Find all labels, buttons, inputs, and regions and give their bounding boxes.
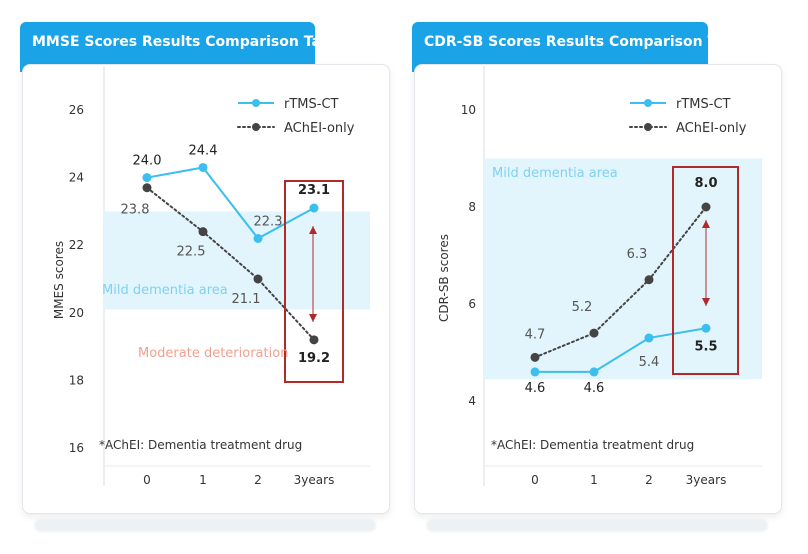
- data-label: 4.7: [525, 327, 546, 342]
- data-label: 23.1: [298, 183, 330, 198]
- moderate-deterioration-label: Moderate deterioration: [138, 346, 288, 361]
- x-tick-label: 3years: [294, 473, 335, 487]
- highlight-box: [284, 180, 344, 383]
- x-tick-label: 0: [143, 473, 151, 487]
- data-point: [644, 275, 654, 285]
- mmse-panel-title: MMSE Scores Results Comparison Table: [20, 22, 345, 72]
- y-tick-label: 8: [468, 200, 476, 214]
- y-axis-title: MMES scores: [52, 241, 66, 319]
- mild-dementia-label: Mild dementia area: [492, 166, 618, 181]
- x-tick-label: 2: [254, 473, 262, 487]
- data-label: 24.4: [189, 143, 218, 158]
- mmse-chart: Mild dementia area 16 18 20 22 24 26 0 1 2 3years M…: [52, 66, 370, 487]
- y-tick-label: 26: [69, 103, 84, 117]
- data-point: [589, 328, 599, 338]
- y-tick-label: 24: [69, 171, 84, 185]
- data-point: [253, 233, 263, 243]
- legend-label: rTMS-CT: [284, 97, 339, 112]
- data-label: 22.3: [254, 214, 283, 229]
- data-point: [644, 333, 654, 343]
- data-label: 5.2: [572, 300, 593, 315]
- y-tick-label: 20: [69, 306, 84, 320]
- arrow-up-head: [702, 220, 710, 228]
- cdrsb-panel-title: CDR-SB Scores Results Comparison Table: [412, 22, 749, 72]
- data-label: 5.5: [694, 339, 717, 354]
- mild-dementia-label: Mild dementia area: [102, 283, 228, 298]
- y-tick-label: 16: [69, 441, 84, 455]
- data-point: [309, 335, 319, 345]
- data-label: 4.6: [584, 381, 605, 396]
- legend-marker: [252, 99, 260, 107]
- legend-label: AChEI-only: [676, 121, 747, 136]
- data-label: 19.2: [298, 351, 330, 366]
- data-point: [198, 162, 208, 172]
- x-tick-label: 1: [199, 473, 207, 487]
- series-line-rtms-ct: [535, 327, 707, 373]
- footnote: *AChEI: Dementia treatment drug: [491, 438, 694, 452]
- legend-marker: [644, 99, 652, 107]
- highlight-box: [672, 166, 739, 375]
- x-tick-label: 1: [590, 473, 598, 487]
- data-point: [530, 352, 540, 362]
- y-tick-label: 4: [468, 394, 476, 408]
- legend-label: AChEI-only: [284, 121, 355, 136]
- data-point: [589, 367, 599, 377]
- cdrsb-chart: Mild dementia area 4 6 8 10 0 1 2 3years CDR-SB s…: [437, 66, 762, 487]
- data-label: 6.3: [627, 247, 648, 262]
- arrow-up-head: [309, 226, 317, 234]
- x-tick-label: 2: [645, 473, 653, 487]
- data-label: 8.0: [694, 176, 717, 191]
- y-tick-label: 10: [461, 103, 476, 117]
- series-line-achei-only: [534, 206, 707, 359]
- legend-marker: [252, 123, 260, 131]
- data-label: 4.6: [525, 381, 546, 396]
- data-point: [142, 173, 152, 183]
- cdrsb-panel: CDR-SB Scores Results Comparison Table M…: [412, 0, 782, 554]
- mmse-card-shadow: [34, 518, 376, 532]
- arrow-down-head: [309, 314, 317, 322]
- y-tick-label: 6: [468, 297, 476, 311]
- data-label: 5.4: [639, 355, 660, 370]
- data-label: 21.1: [232, 292, 261, 307]
- y-axis-title: CDR-SB scores: [437, 234, 451, 322]
- x-tick-label: 0: [531, 473, 539, 487]
- data-label: 24.0: [133, 154, 162, 169]
- mmse-panel: MMSE Scores Results Comparison Table Mil…: [20, 0, 390, 554]
- legend-label: rTMS-CT: [676, 97, 731, 112]
- data-label: 22.5: [177, 245, 206, 260]
- data-point: [530, 367, 540, 377]
- y-tick-label: 22: [69, 238, 84, 252]
- footnote: *AChEI: Dementia treatment drug: [99, 438, 302, 452]
- x-tick-label: 3years: [686, 473, 727, 487]
- y-tick-label: 18: [69, 373, 84, 387]
- data-point: [198, 227, 208, 237]
- legend-marker: [644, 123, 652, 131]
- arrow-down-head: [702, 298, 710, 306]
- data-label: 23.8: [121, 203, 150, 218]
- data-point: [142, 183, 152, 193]
- data-point: [309, 203, 319, 213]
- cdrsb-card-shadow: [426, 518, 768, 532]
- mild-dementia-band: [484, 158, 762, 380]
- data-point: [701, 323, 711, 333]
- data-point: [701, 202, 711, 212]
- data-point: [253, 274, 263, 284]
